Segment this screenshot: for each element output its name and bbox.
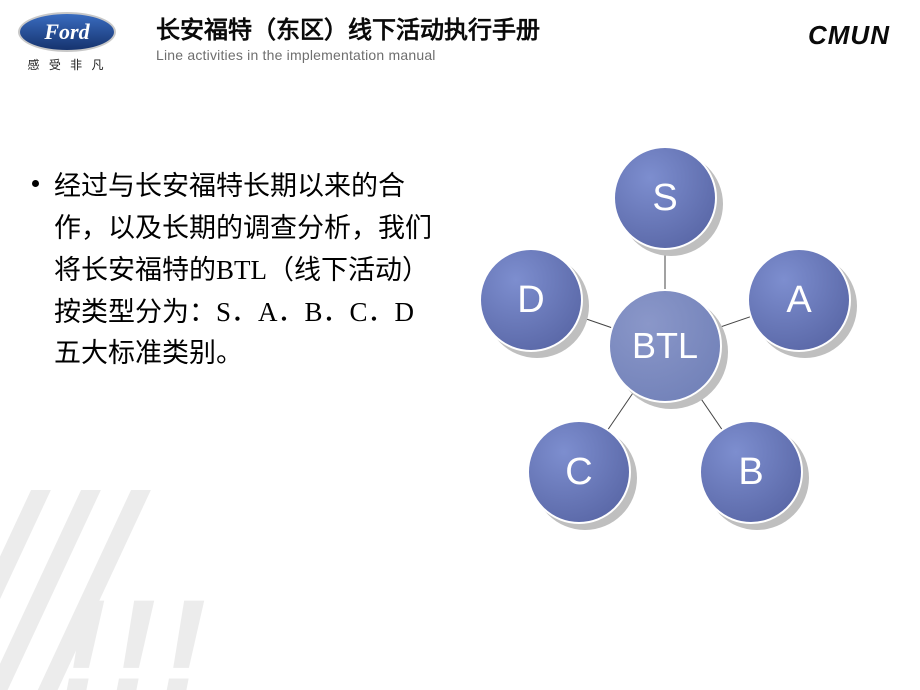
- ford-logo: Ford 感 受 非 凡: [18, 12, 116, 73]
- diagram-node-a: A: [747, 248, 851, 352]
- diagram-node-fill: C: [527, 420, 631, 524]
- brand-right-label: CMUN: [808, 20, 890, 51]
- diagram-node-fill: D: [479, 248, 583, 352]
- diagram-node-fill: A: [747, 248, 851, 352]
- diagram-node-label: A: [786, 279, 811, 322]
- ford-logo-text: Ford: [44, 19, 89, 45]
- diagram-node-label: D: [517, 279, 544, 322]
- diagram-node-fill: B: [699, 420, 803, 524]
- ford-logo-oval: Ford: [18, 12, 116, 52]
- diagram-node-label: C: [565, 451, 592, 494]
- diagram-node-label: B: [738, 451, 763, 494]
- title-english: Line activities in the implementation ma…: [156, 47, 540, 63]
- diagram-node-d: D: [479, 248, 583, 352]
- bullet-dot-icon: [32, 180, 39, 187]
- diagram-node-b: B: [699, 420, 803, 524]
- title-block: 长安福特（东区）线下活动执行手册 Line activities in the …: [156, 10, 540, 63]
- slide-header: Ford 感 受 非 凡 长安福特（东区）线下活动执行手册 Line activ…: [0, 0, 920, 80]
- diagram-node-c: C: [527, 420, 631, 524]
- diagram-node-fill: BTL: [608, 289, 722, 403]
- diagram-node-label: S: [652, 177, 677, 220]
- title-chinese: 长安福特（东区）线下活动执行手册: [156, 10, 540, 45]
- btl-network-diagram: BTL S A B C D: [455, 120, 875, 540]
- diagram-node-label: BTL: [632, 325, 698, 367]
- slide-content: 经过与长安福特长期以来的合作，以及长期的调查分析，我们将长安福特的BTL（线下活…: [0, 80, 920, 640]
- diagram-node-fill: S: [613, 146, 717, 250]
- bullet-paragraph-text: 经过与长安福特长期以来的合作，以及长期的调查分析，我们将长安福特的BTL（线下活…: [54, 171, 432, 368]
- ford-logo-tagline: 感 受 非 凡: [18, 56, 116, 73]
- diagram-node-s: S: [613, 146, 717, 250]
- bullet-paragraph: 经过与长安福特长期以来的合作，以及长期的调查分析，我们将长安福特的BTL（线下活…: [54, 166, 434, 375]
- diagram-node-center: BTL: [608, 289, 722, 403]
